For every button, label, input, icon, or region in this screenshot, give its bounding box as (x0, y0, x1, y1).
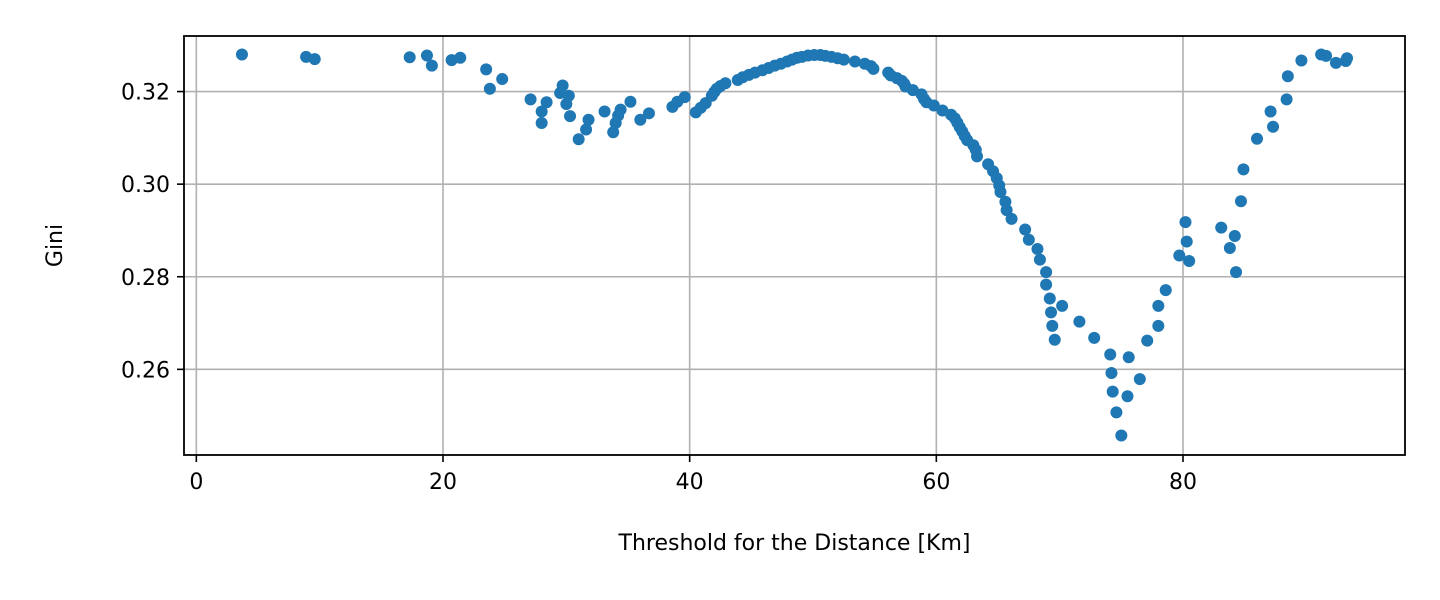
data-point (1106, 385, 1119, 398)
data-point (971, 150, 984, 163)
data-point (1033, 253, 1046, 266)
data-point (1121, 390, 1134, 403)
data-point (483, 82, 496, 95)
data-point (1159, 284, 1172, 297)
data-point (1073, 315, 1086, 328)
data-point (1110, 406, 1123, 419)
data-point (614, 103, 627, 116)
data-point (642, 107, 655, 120)
x-tick-label: 20 (429, 470, 457, 495)
data-point (524, 93, 537, 106)
data-point (1173, 249, 1186, 262)
data-point (927, 99, 940, 112)
data-point (1230, 266, 1243, 279)
data-point (1122, 351, 1135, 364)
data-points (235, 48, 1354, 442)
data-point (1104, 348, 1117, 361)
y-tick-label: 0.28 (121, 266, 170, 291)
plot-frame (183, 35, 1406, 456)
data-point (1234, 195, 1247, 208)
data-point (1045, 306, 1058, 319)
data-point (1223, 242, 1236, 255)
data-point (480, 63, 493, 76)
data-point (598, 105, 611, 118)
data-point (1179, 216, 1192, 229)
data-point (1237, 163, 1250, 176)
data-point (1152, 299, 1165, 312)
data-point (719, 77, 732, 90)
x-tick-label: 60 (922, 470, 950, 495)
data-point (420, 49, 433, 62)
data-point (1281, 70, 1294, 83)
data-point (582, 113, 595, 126)
data-point (867, 62, 880, 75)
data-point (1133, 373, 1146, 386)
data-point (1105, 367, 1118, 380)
data-point (496, 73, 509, 86)
data-point (848, 55, 861, 68)
data-point (1040, 266, 1053, 279)
y-axis-label: Gini (43, 224, 68, 267)
data-point (624, 95, 637, 108)
data-point (1264, 105, 1277, 118)
data-point (454, 51, 467, 64)
data-point (1005, 212, 1018, 225)
data-point (837, 53, 850, 66)
data-point (994, 186, 1007, 199)
data-point (562, 89, 575, 102)
data-point (1295, 54, 1308, 67)
y-tick-label: 0.26 (121, 358, 170, 383)
data-point (1048, 333, 1061, 346)
data-point (1180, 235, 1193, 248)
data-point (1031, 242, 1044, 255)
data-point (540, 96, 553, 109)
data-point (1000, 204, 1013, 217)
grid-lines (184, 36, 1405, 455)
data-point (572, 133, 585, 146)
data-point (1088, 331, 1101, 344)
x-tick-label: 40 (676, 470, 704, 495)
x-tick-label: 80 (1169, 470, 1197, 495)
data-point (1115, 429, 1128, 442)
data-point (1320, 49, 1333, 62)
data-point (1215, 221, 1228, 234)
data-point (1267, 120, 1280, 133)
data-point (1152, 319, 1165, 332)
data-point (678, 91, 691, 104)
x-axis-label: Threshold for the Distance [Km] (618, 531, 971, 556)
data-point (535, 117, 548, 130)
axis-ticks: 0 20 40 60 80 0.26 0.28 0.30 0.32 (121, 81, 1197, 495)
y-tick-label: 0.32 (121, 81, 170, 106)
y-tick-label: 0.30 (121, 173, 170, 198)
data-point (564, 110, 577, 123)
data-point (556, 79, 569, 92)
data-point (1228, 230, 1241, 243)
data-point (1046, 319, 1059, 332)
data-point (1022, 233, 1035, 246)
data-point (403, 51, 416, 64)
data-point (1251, 132, 1263, 145)
data-point (235, 48, 248, 61)
data-point (1019, 223, 1032, 236)
data-point (1183, 255, 1196, 268)
data-point (1056, 299, 1069, 312)
x-tick-label: 0 (189, 470, 203, 495)
data-point (607, 126, 620, 139)
data-point (634, 113, 647, 126)
data-point (1329, 56, 1342, 69)
data-point (1141, 334, 1154, 347)
data-point (308, 53, 321, 66)
data-point (425, 59, 438, 72)
data-point (1341, 52, 1354, 65)
data-point (580, 123, 593, 136)
data-point (1040, 278, 1053, 291)
data-point (535, 105, 548, 118)
data-point (1043, 292, 1056, 305)
data-point (1280, 93, 1293, 106)
